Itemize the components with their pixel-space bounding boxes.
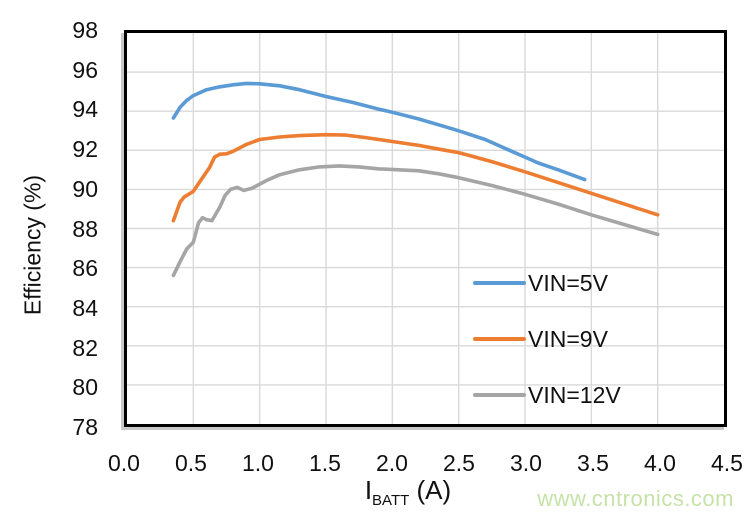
y-tick-label: 92 xyxy=(72,136,98,163)
y-tick-label: 94 xyxy=(72,96,98,123)
y-tick-label: 96 xyxy=(72,56,98,83)
y-tick-label: 86 xyxy=(72,255,98,282)
watermark-text: www.cntronics.com xyxy=(537,486,734,511)
y-tick-label: 90 xyxy=(72,175,98,202)
y-tick-label: 84 xyxy=(72,294,98,321)
x-tick-label: 4.0 xyxy=(644,450,676,476)
y-tick-label: 98 xyxy=(72,17,98,43)
x-tick-label: 2.5 xyxy=(443,450,475,476)
series-line-vin-9v xyxy=(171,132,660,223)
x-tick-label: 3.0 xyxy=(510,450,542,476)
series-line-vin-12v xyxy=(171,164,660,278)
plot-svg xyxy=(127,33,724,424)
x-axis-title: IBATT (A) xyxy=(308,475,508,509)
y-tick-label: 78 xyxy=(72,414,98,440)
x-axis-title-unit: (A) xyxy=(409,475,452,505)
x-tick-label: 2.0 xyxy=(376,450,408,476)
x-tick-label: 1.0 xyxy=(242,450,274,476)
x-tick-label: 4.5 xyxy=(711,450,743,476)
x-axis-title-symbol: I xyxy=(364,475,373,505)
x-axis-title-subscript: BATT xyxy=(372,492,410,509)
plot-area: VIN=5V VIN=9V VIN=12V xyxy=(124,30,727,427)
x-tick-label: 3.5 xyxy=(577,450,609,476)
x-tick-label: 0.0 xyxy=(108,450,140,476)
y-tick-label: 88 xyxy=(72,215,98,242)
x-tick-label: 1.5 xyxy=(309,450,341,476)
y-tick-label: 82 xyxy=(72,334,98,361)
x-tick-label: 0.5 xyxy=(175,450,207,476)
y-tick-label: 80 xyxy=(72,374,98,401)
series-line-vin-5v xyxy=(171,81,587,182)
